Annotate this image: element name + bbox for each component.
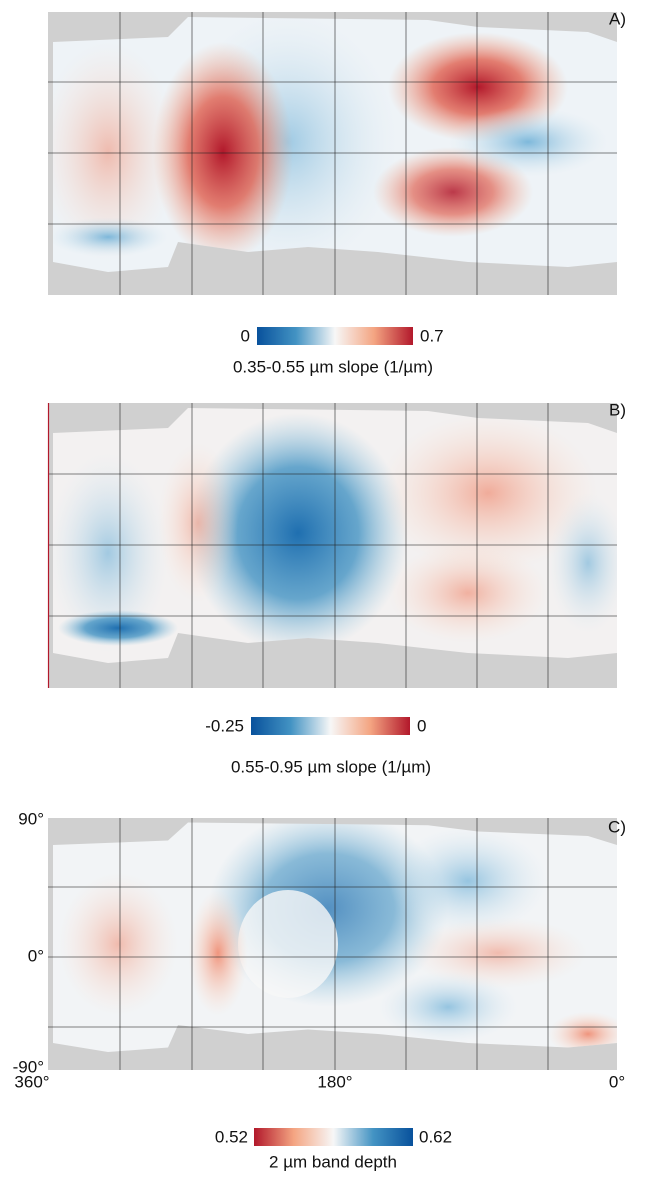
colorbar-title: 0.55-0.95 µm slope (1/µm) — [231, 757, 431, 776]
x-axis-label: 0° — [609, 1072, 625, 1091]
region — [548, 493, 617, 633]
colorbar — [257, 327, 413, 345]
grid — [48, 818, 617, 1070]
y-axis-label: -90° — [13, 1057, 44, 1076]
region — [188, 413, 408, 653]
colorbar-max: 0.7 — [420, 326, 444, 345]
colorbar-max: 0.62 — [419, 1127, 452, 1146]
x-axis-label: 360° — [14, 1072, 49, 1091]
colorbar-title: 0.35-0.55 µm slope (1/µm) — [233, 357, 433, 376]
map-b — [47, 403, 617, 688]
grid — [48, 403, 617, 688]
colorbar-min: -0.25 — [205, 716, 244, 735]
map-a — [48, 12, 617, 295]
region — [388, 827, 548, 935]
y-axis-label: 0° — [28, 946, 44, 965]
region — [53, 217, 168, 257]
region — [448, 107, 608, 177]
region — [188, 890, 248, 1016]
colorbar-min: 0.52 — [215, 1127, 248, 1146]
region — [53, 42, 178, 262]
colorbar — [251, 717, 410, 735]
region — [58, 610, 178, 646]
panel-label: C) — [608, 817, 626, 836]
region — [53, 453, 168, 653]
colorbar-min: 0 — [241, 326, 250, 345]
map-c — [48, 818, 617, 1070]
panel-label: B) — [609, 400, 626, 419]
region — [408, 917, 588, 989]
x-axis-label: 180° — [317, 1072, 352, 1091]
y-axis-label: 90° — [18, 809, 44, 828]
panel-label: A) — [609, 9, 626, 28]
region — [238, 890, 338, 998]
region — [378, 413, 598, 573]
grid — [48, 12, 617, 295]
region — [58, 872, 178, 1016]
colorbar-title: 2 µm band depth — [269, 1152, 397, 1171]
region — [158, 443, 238, 603]
region — [153, 42, 293, 262]
region — [388, 543, 548, 643]
colorbar-max: 0 — [417, 716, 426, 735]
colorbar — [254, 1128, 413, 1146]
region — [378, 971, 518, 1043]
